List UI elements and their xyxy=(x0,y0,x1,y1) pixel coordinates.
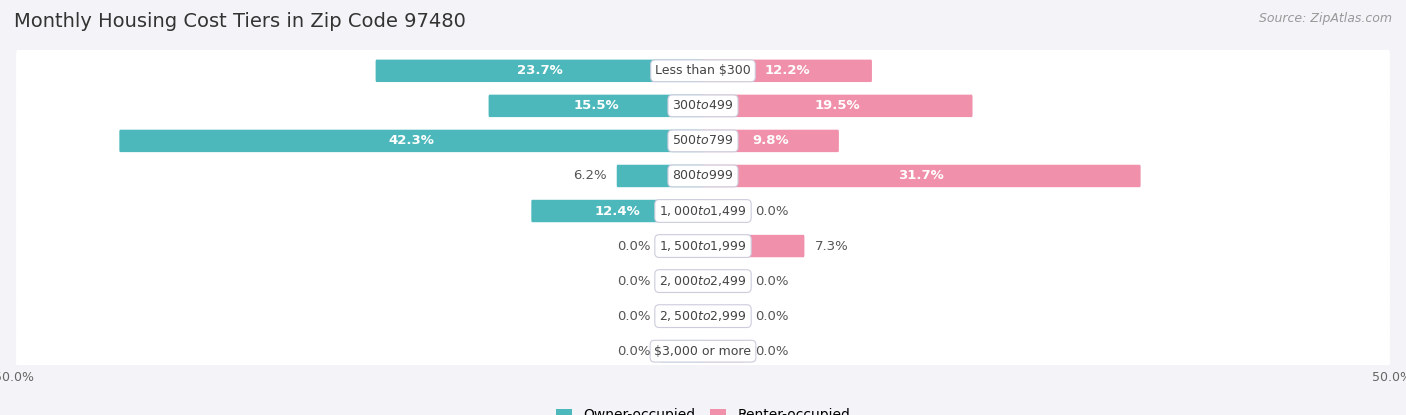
Text: Monthly Housing Cost Tiers in Zip Code 97480: Monthly Housing Cost Tiers in Zip Code 9… xyxy=(14,12,465,32)
FancyBboxPatch shape xyxy=(15,295,1391,337)
Text: Source: ZipAtlas.com: Source: ZipAtlas.com xyxy=(1258,12,1392,25)
Text: 42.3%: 42.3% xyxy=(388,134,434,147)
Legend: Owner-occupied, Renter-occupied: Owner-occupied, Renter-occupied xyxy=(550,403,856,415)
FancyBboxPatch shape xyxy=(661,305,704,327)
Text: 6.2%: 6.2% xyxy=(572,169,606,183)
Text: $800 to $999: $800 to $999 xyxy=(672,169,734,183)
FancyBboxPatch shape xyxy=(15,85,1391,127)
FancyBboxPatch shape xyxy=(661,340,704,362)
Text: 12.4%: 12.4% xyxy=(595,205,641,217)
Text: 15.5%: 15.5% xyxy=(574,99,619,112)
FancyBboxPatch shape xyxy=(531,200,704,222)
FancyBboxPatch shape xyxy=(15,120,1391,162)
Text: 0.0%: 0.0% xyxy=(617,239,651,253)
FancyBboxPatch shape xyxy=(661,270,704,292)
Text: 0.0%: 0.0% xyxy=(617,275,651,288)
FancyBboxPatch shape xyxy=(661,235,704,257)
FancyBboxPatch shape xyxy=(15,49,1391,92)
Text: $300 to $499: $300 to $499 xyxy=(672,99,734,112)
FancyBboxPatch shape xyxy=(702,60,872,82)
Text: Less than $300: Less than $300 xyxy=(655,64,751,77)
FancyBboxPatch shape xyxy=(15,190,1391,232)
Text: 19.5%: 19.5% xyxy=(814,99,860,112)
Text: $2,000 to $2,499: $2,000 to $2,499 xyxy=(659,274,747,288)
FancyBboxPatch shape xyxy=(15,154,1391,198)
FancyBboxPatch shape xyxy=(120,130,704,152)
FancyBboxPatch shape xyxy=(15,225,1391,267)
Text: $2,500 to $2,999: $2,500 to $2,999 xyxy=(659,309,747,323)
Text: 23.7%: 23.7% xyxy=(517,64,562,77)
FancyBboxPatch shape xyxy=(702,200,745,222)
Text: 9.8%: 9.8% xyxy=(752,134,789,147)
FancyBboxPatch shape xyxy=(702,305,745,327)
FancyBboxPatch shape xyxy=(489,95,704,117)
Text: 0.0%: 0.0% xyxy=(755,345,789,358)
Text: 0.0%: 0.0% xyxy=(755,310,789,322)
FancyBboxPatch shape xyxy=(375,60,704,82)
Text: $500 to $799: $500 to $799 xyxy=(672,134,734,147)
Text: 12.2%: 12.2% xyxy=(765,64,810,77)
Text: $3,000 or more: $3,000 or more xyxy=(655,345,751,358)
Text: 0.0%: 0.0% xyxy=(617,310,651,322)
FancyBboxPatch shape xyxy=(702,270,745,292)
FancyBboxPatch shape xyxy=(702,235,804,257)
Text: $1,000 to $1,499: $1,000 to $1,499 xyxy=(659,204,747,218)
Text: 0.0%: 0.0% xyxy=(755,205,789,217)
Text: 0.0%: 0.0% xyxy=(617,345,651,358)
FancyBboxPatch shape xyxy=(15,260,1391,303)
FancyBboxPatch shape xyxy=(702,165,1140,187)
FancyBboxPatch shape xyxy=(702,95,973,117)
Text: 7.3%: 7.3% xyxy=(814,239,848,253)
FancyBboxPatch shape xyxy=(702,340,745,362)
Text: $1,500 to $1,999: $1,500 to $1,999 xyxy=(659,239,747,253)
FancyBboxPatch shape xyxy=(617,165,704,187)
Text: 0.0%: 0.0% xyxy=(755,275,789,288)
FancyBboxPatch shape xyxy=(702,130,839,152)
Text: 31.7%: 31.7% xyxy=(898,169,945,183)
FancyBboxPatch shape xyxy=(15,330,1391,373)
